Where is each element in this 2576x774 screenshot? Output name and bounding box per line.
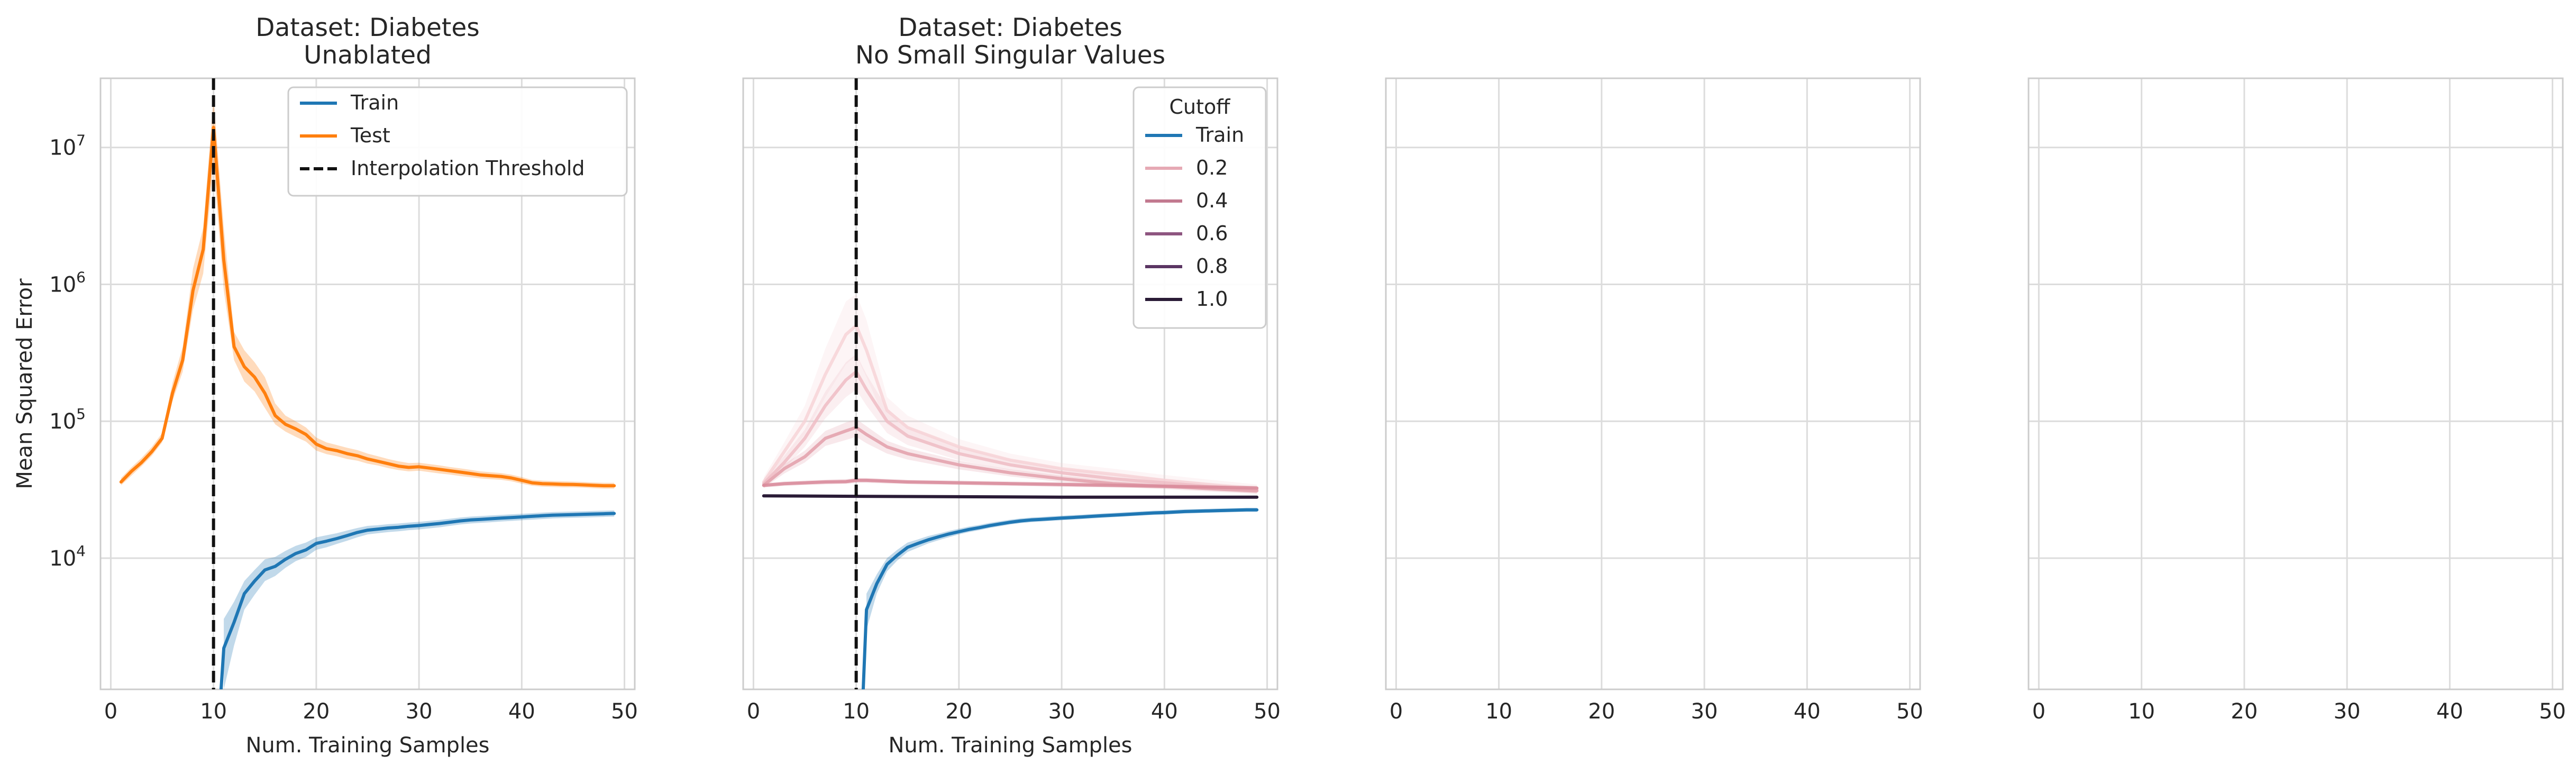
- y-tick-label: 107: [49, 132, 86, 160]
- x-tick-label: 0: [747, 699, 760, 724]
- x-tick-label: 10: [843, 699, 870, 724]
- legend-entry-label: Interpolation Threshold: [351, 157, 585, 180]
- x-tick-label: 0: [104, 699, 117, 724]
- legend: Train Test Interpolation Threshold: [287, 86, 628, 197]
- chart-panel-1: 0 10 20 30 40 50 104 105 106 107 Dataset: Diabetes…: [13, 13, 638, 758]
- legend-entry-label: 0.8: [1196, 254, 1228, 278]
- x-tick-label: 30: [2334, 699, 2361, 724]
- legend-frame: [287, 86, 628, 197]
- legend-entry-label: 0.4: [1196, 189, 1228, 212]
- chart-title: Dataset: Diabetes: [255, 13, 479, 42]
- plot-frame: [2027, 77, 2564, 690]
- x-tick-label: 20: [303, 699, 330, 724]
- series-line-0-8: [762, 478, 1259, 490]
- x-tick-label: 50: [611, 699, 638, 724]
- x-axis-label: Num. Training Samples: [245, 733, 489, 758]
- legend-entry-label: Test: [350, 124, 390, 147]
- x-tick-label: 40: [1794, 699, 1821, 724]
- x-tick-label: 50: [1896, 699, 1923, 724]
- x-tick-label: 10: [200, 699, 227, 724]
- chart-panel-3: 0 10 20 30 40 50: [1385, 77, 1923, 724]
- x-tick-label: 10: [2128, 699, 2155, 724]
- series-line-train: [219, 512, 616, 689]
- legend-entry-label: Train: [1195, 123, 1244, 147]
- x-tick-label: 10: [1485, 699, 1512, 724]
- x-tick-label: 0: [1390, 699, 1403, 724]
- y-tick-label: 104: [49, 542, 86, 571]
- y-axis-label: Mean Squared Error: [13, 278, 37, 489]
- y-tick-label: 105: [49, 405, 86, 434]
- chart-title: No Small Singular Values: [855, 41, 1165, 70]
- plot-frame: [99, 77, 636, 690]
- x-tick-label: 30: [1048, 699, 1075, 724]
- chart-panel-4: 0 10 20 30 40 50: [2027, 77, 2566, 724]
- legend-entry-label: 0.6: [1196, 222, 1228, 245]
- x-tick-label: 50: [2539, 699, 2566, 724]
- series-line-train: [861, 508, 1259, 689]
- series-line-0-2: [762, 324, 1259, 491]
- x-tick-label: 20: [2231, 699, 2258, 724]
- y-tick-label: 106: [49, 268, 86, 297]
- x-tick-label: 0: [2032, 699, 2045, 724]
- series-line-0-4: [762, 370, 1259, 491]
- x-tick-label: 20: [945, 699, 972, 724]
- data-layer: [762, 294, 1259, 689]
- legend-title: Cutoff: [1170, 95, 1231, 119]
- legend-entry-label: 0.2: [1196, 156, 1228, 179]
- plot-frame: [1385, 77, 1921, 690]
- x-tick-label: 40: [508, 699, 535, 724]
- series-line-1-0: [762, 494, 1259, 499]
- x-tick-label: 50: [1254, 699, 1281, 724]
- data-layer: [119, 98, 616, 689]
- legend-entry-label: 1.0: [1196, 287, 1228, 311]
- series-line-test: [119, 125, 616, 488]
- x-tick-label: 20: [1588, 699, 1615, 724]
- legend: Cutoff Train 0.2 0.4 0.6 0.8 1.0: [1132, 86, 1267, 329]
- x-tick-label: 40: [1151, 699, 1178, 724]
- chart-title: Dataset: Diabetes: [898, 13, 1122, 42]
- legend-entry-label: Train: [350, 91, 399, 114]
- chart-title: Unablated: [304, 41, 432, 70]
- x-axis-label: Num. Training Samples: [888, 733, 1132, 758]
- x-tick-label: 30: [1691, 699, 1718, 724]
- plot-frame: [742, 77, 1278, 690]
- x-tick-label: 30: [406, 699, 433, 724]
- x-tick-label: 40: [2436, 699, 2463, 724]
